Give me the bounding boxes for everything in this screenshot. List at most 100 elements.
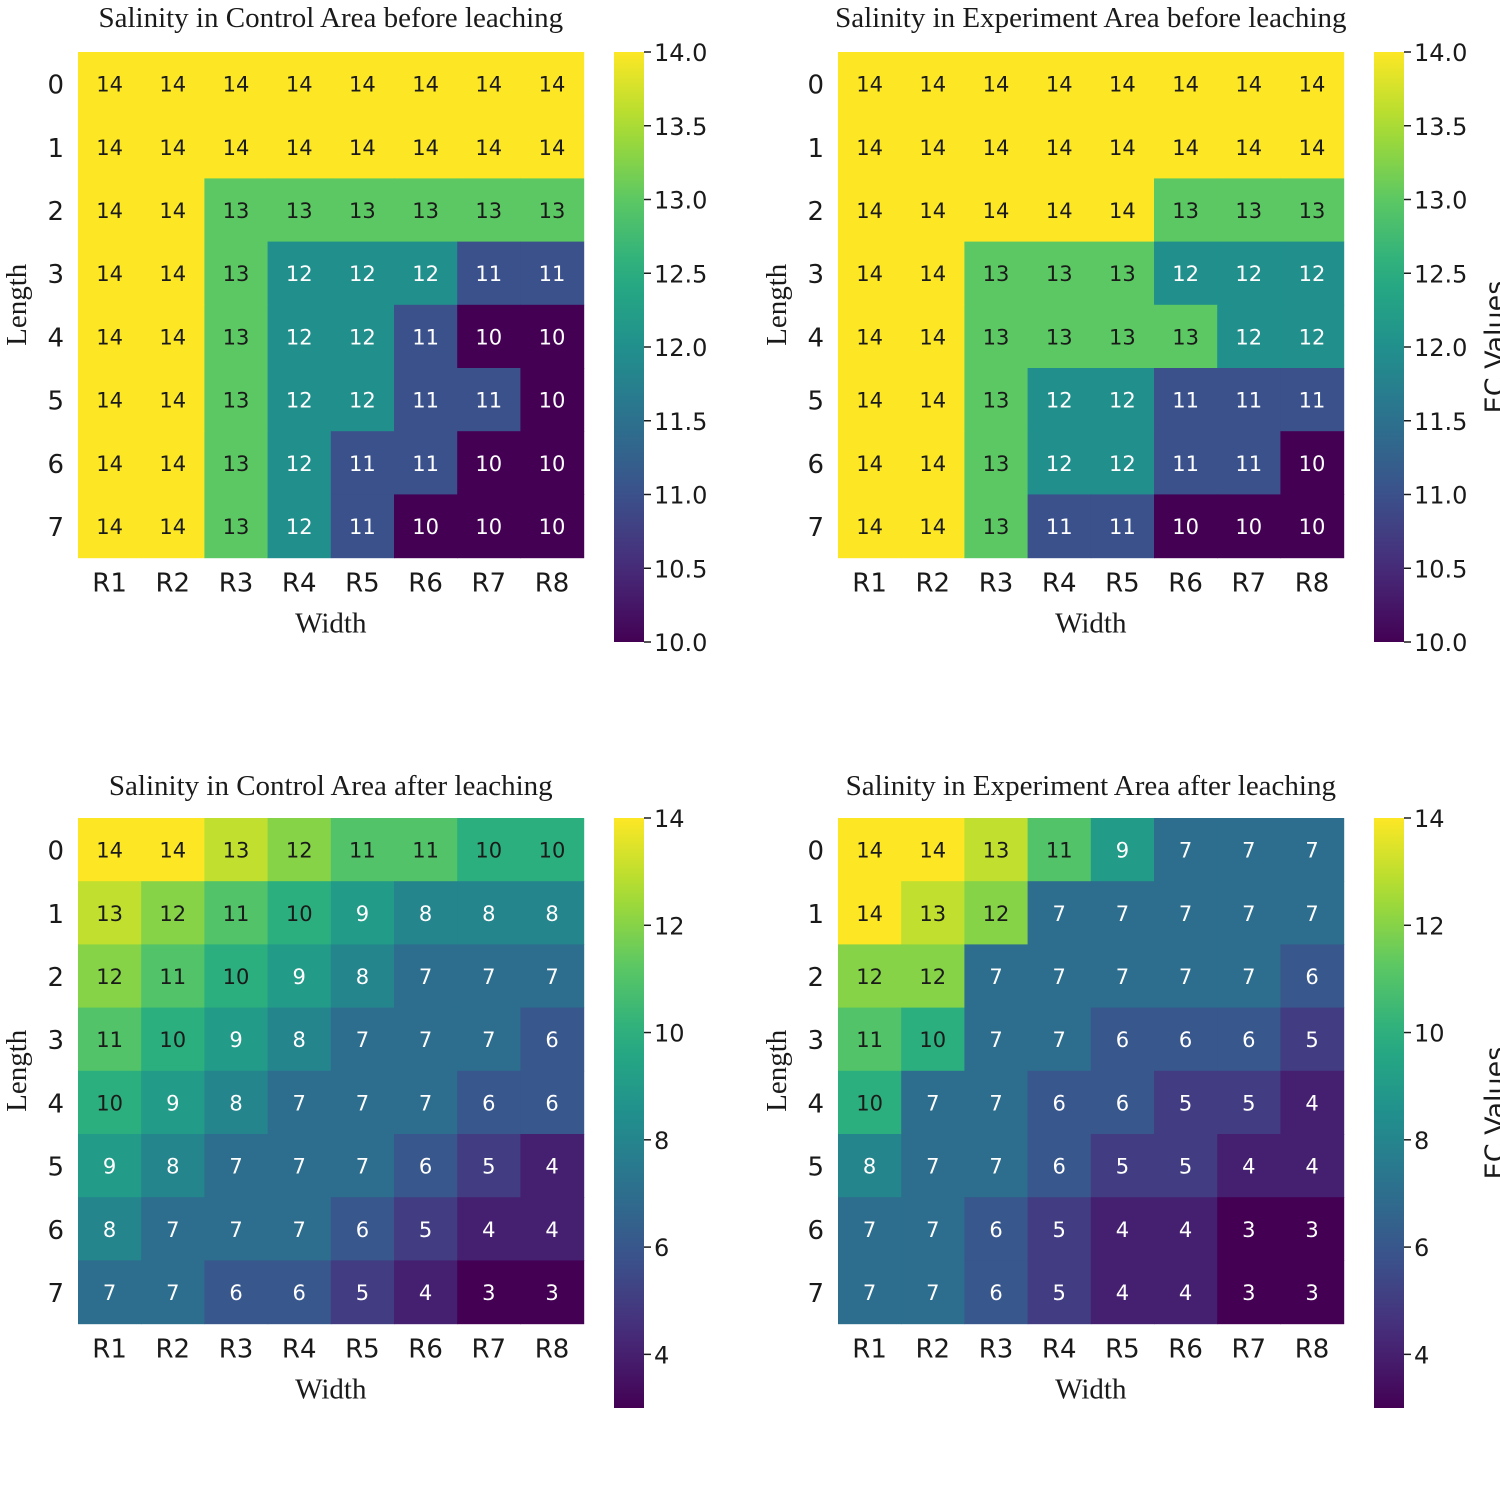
cell-value-label: 13: [1235, 199, 1262, 223]
heatmap-cell: [964, 1197, 1029, 1261]
x-tick-label: R5: [1105, 1335, 1140, 1365]
cell-value-label: 12: [349, 325, 376, 349]
cell-value-label: 14: [475, 136, 502, 160]
cell-value-label: 6: [356, 1218, 369, 1242]
cell-value-label: 9: [229, 1028, 242, 1052]
cell-value-label: 10: [539, 515, 566, 539]
heatmap-cell: [520, 115, 585, 179]
y-tick-label: 4: [807, 1089, 824, 1119]
heatmap-cell: [838, 1007, 902, 1072]
heatmap-cell: [267, 304, 332, 369]
x-tick-label: R7: [471, 569, 506, 599]
heatmap-cell: [78, 241, 142, 306]
heatmap-cell: [1090, 1197, 1155, 1261]
cell-value-label: 14: [856, 515, 883, 539]
heatmap-cell: [901, 178, 965, 243]
heatmap-cell: [964, 1260, 1029, 1325]
cell-value-label: 13: [1172, 199, 1199, 223]
cell-value-label: 8: [356, 965, 369, 989]
cell-value-label: 14: [96, 839, 123, 863]
heatmap-cell: [457, 115, 521, 179]
cell-value-label: 7: [356, 1091, 369, 1115]
heatmap-cell: [1027, 304, 1092, 369]
heatmap-cell: [457, 52, 521, 116]
cell-value-label: 11: [1299, 389, 1326, 413]
y-tick-label: 4: [47, 323, 64, 353]
cell-value-label: 11: [1109, 515, 1136, 539]
heatmap-cell: [394, 881, 458, 945]
cell-value-label: 10: [856, 1091, 883, 1115]
heatmap-cell: [1217, 368, 1281, 432]
cell-value-label: 6: [293, 1281, 306, 1305]
heatmap-cell: [1090, 178, 1155, 243]
cell-value-label: 6: [419, 1155, 432, 1179]
y-tick-label: 6: [47, 1216, 64, 1246]
cell-value-label: 4: [1179, 1218, 1192, 1242]
x-tick-label: R4: [282, 569, 317, 599]
cell-value-label: 14: [96, 136, 123, 160]
heatmap-cell: [1154, 818, 1218, 882]
heatmap-cell: [1280, 881, 1345, 945]
cell-value-label: 5: [482, 1155, 495, 1179]
cell-value-label: 4: [1116, 1218, 1129, 1242]
heatmap-cell: [1027, 944, 1092, 1009]
heatmap-cell: [520, 368, 585, 432]
cell-value-label: 4: [1116, 1281, 1129, 1305]
heatmap-cell: [1280, 944, 1345, 1009]
colorbar-tick-label: 6: [654, 1234, 669, 1262]
cell-value-label: 7: [229, 1155, 242, 1179]
heatmap-cell: [838, 178, 902, 243]
heatmap-cell: [1027, 368, 1092, 432]
cell-value-label: 7: [1116, 965, 1129, 989]
cell-value-label: 7: [989, 1028, 1002, 1052]
heatmap-cell: [838, 1260, 902, 1325]
cell-value-label: 6: [482, 1091, 495, 1115]
cell-value-label: 5: [1305, 1028, 1318, 1052]
cell-value-label: 4: [545, 1218, 558, 1242]
heatmap-cell: [520, 881, 585, 945]
heatmap-cell: [1154, 304, 1218, 369]
cell-value-label: 7: [166, 1218, 179, 1242]
cell-value-label: 14: [983, 199, 1010, 223]
cell-value-label: 7: [229, 1218, 242, 1242]
y-tick-label: 7: [47, 513, 64, 543]
colorbar-tick-label: 11.0: [654, 482, 707, 510]
heatmap-cell: [520, 241, 585, 306]
colorbar-tick-label: 6: [1414, 1234, 1429, 1262]
heatmap-cell: [457, 304, 521, 369]
cell-value-label: 14: [1046, 136, 1073, 160]
heatmap-cell: [394, 115, 458, 179]
cell-value-label: 7: [989, 965, 1002, 989]
cell-value-label: 10: [539, 389, 566, 413]
cell-value-label: 13: [539, 199, 566, 223]
y-tick-label: 4: [807, 323, 824, 353]
heatmap-cell: [267, 178, 332, 243]
heatmap-cell: [901, 115, 965, 179]
cell-value-label: 14: [856, 902, 883, 926]
cell-value-label: 7: [989, 1091, 1002, 1115]
colorbar-tick-label: 4: [654, 1341, 669, 1369]
cell-value-label: 5: [1179, 1155, 1192, 1179]
colorbar-tick-label: 10: [654, 1020, 685, 1048]
heatmap-cell: [1090, 304, 1155, 369]
cell-value-label: 11: [856, 1028, 883, 1052]
heatmap-cell: [1090, 241, 1155, 306]
cell-value-label: 12: [1046, 389, 1073, 413]
heatmap-cell: [964, 178, 1029, 243]
cell-value-label: 11: [412, 839, 439, 863]
heatmap-cell: [1154, 944, 1218, 1009]
cell-value-label: 12: [1046, 452, 1073, 476]
cell-value-label: 14: [1235, 73, 1262, 97]
y-axis-label: Length: [1, 263, 33, 346]
heatmap-cell: [1090, 818, 1155, 882]
cell-value-label: 7: [1305, 839, 1318, 863]
heatmap-cell: [394, 944, 458, 1009]
heatmap-cell: [78, 115, 142, 179]
cell-value-label: 13: [286, 199, 313, 223]
heatmap-cell: [1217, 431, 1281, 495]
cell-value-label: 7: [419, 1091, 432, 1115]
heatmap-cell: [141, 368, 205, 432]
heatmap-cell: [330, 944, 395, 1009]
heatmap-cell: [330, 368, 395, 432]
heatmap-cell: [141, 304, 205, 369]
